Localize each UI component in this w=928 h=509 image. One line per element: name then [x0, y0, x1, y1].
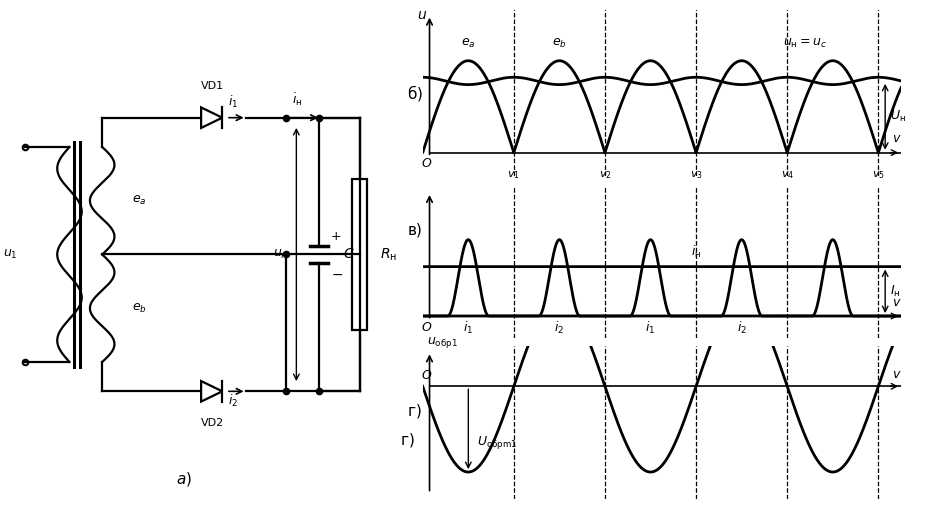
- Text: $O$: $O$: [420, 157, 432, 170]
- Text: $i_1$: $i_1$: [645, 320, 655, 336]
- Text: $C$: $C$: [343, 247, 354, 262]
- Text: $u_1$: $u_1$: [3, 248, 18, 261]
- Text: $I_\text{н}$: $I_\text{н}$: [889, 284, 899, 299]
- Text: $e_a$: $e_a$: [460, 37, 475, 50]
- Text: $i_2$: $i_2$: [554, 320, 564, 336]
- Text: $i_1$: $i_1$: [463, 320, 473, 336]
- Text: $e_b$: $e_b$: [551, 37, 566, 50]
- Text: $u_\text{н}$: $u_\text{н}$: [272, 248, 287, 261]
- Text: $a)$: $a)$: [175, 470, 192, 488]
- Text: $v$: $v$: [891, 132, 900, 145]
- Text: $O$: $O$: [420, 369, 432, 382]
- Text: $i_2$: $i_2$: [736, 320, 746, 336]
- Text: $v_4$: $v_4$: [780, 169, 793, 181]
- Text: VD2: VD2: [200, 418, 224, 428]
- Polygon shape: [200, 381, 222, 402]
- Text: $u_\text{обр1}$: $u_\text{обр1}$: [427, 335, 458, 350]
- Text: $\text{б)}$: $\text{б)}$: [406, 83, 422, 103]
- Text: $v_3$: $v_3$: [689, 169, 702, 181]
- Text: $\dot{\imath}_\text{н}$: $\dot{\imath}_\text{н}$: [292, 92, 303, 108]
- Text: $v$: $v$: [891, 296, 900, 309]
- Text: $i_2$: $i_2$: [228, 393, 238, 409]
- Text: $e_b$: $e_b$: [132, 302, 147, 315]
- Text: $i_1$: $i_1$: [228, 94, 238, 109]
- Text: VD1: VD1: [200, 81, 224, 91]
- Text: $\text{в)}$: $\text{в)}$: [406, 221, 422, 239]
- Text: $\text{г)}$: $\text{г)}$: [399, 431, 414, 449]
- Text: $-$: $-$: [330, 267, 342, 281]
- Text: $v$: $v$: [891, 368, 900, 381]
- Text: $R_\text{н}$: $R_\text{н}$: [380, 246, 397, 263]
- Text: $v_1$: $v_1$: [507, 169, 520, 181]
- Text: $U_\text{н}$: $U_\text{н}$: [889, 109, 905, 124]
- Text: $u_\text{н}=u_c$: $u_\text{н}=u_c$: [782, 37, 827, 50]
- Text: $U_\text{обрm1}$: $U_\text{обрm1}$: [477, 434, 518, 450]
- Text: $i_\text{н}$: $i_\text{н}$: [690, 244, 701, 260]
- Polygon shape: [200, 107, 222, 128]
- Text: $O$: $O$: [420, 321, 432, 333]
- Text: $\text{г)}$: $\text{г)}$: [406, 402, 421, 420]
- Text: $v_5$: $v_5$: [871, 169, 883, 181]
- Text: $v_2$: $v_2$: [598, 169, 611, 181]
- Text: $u$: $u$: [417, 8, 427, 22]
- Text: $e_a$: $e_a$: [132, 194, 146, 207]
- Text: +: +: [330, 230, 342, 243]
